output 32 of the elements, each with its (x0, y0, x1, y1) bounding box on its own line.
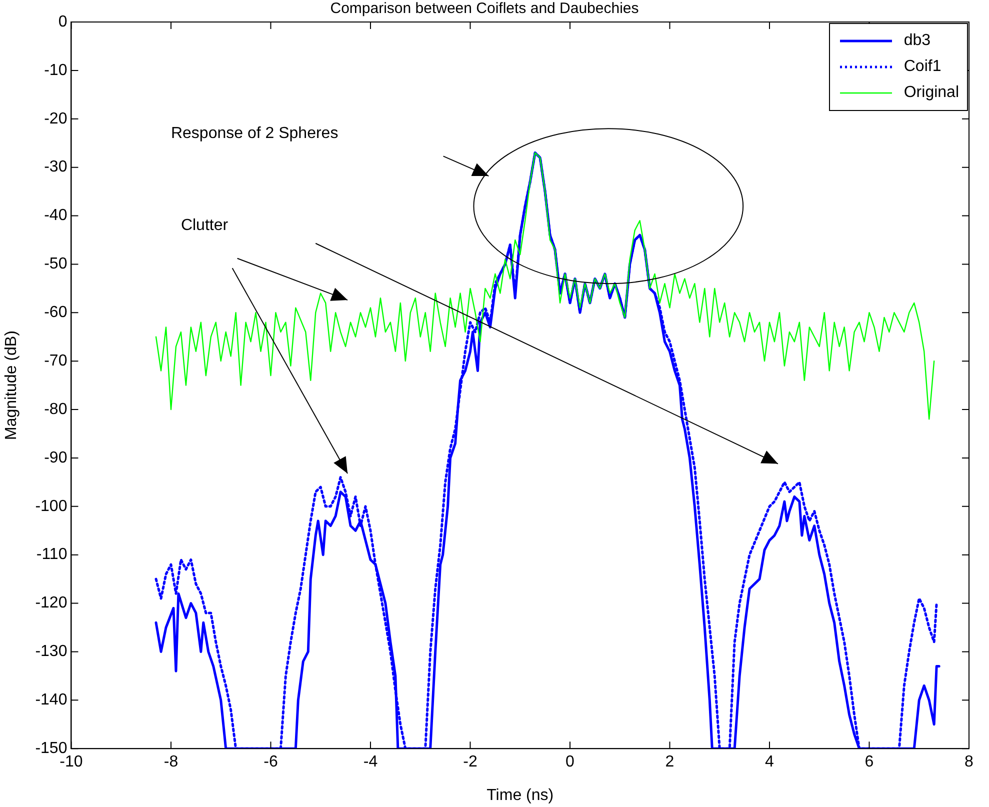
x-tick-label: 2 (665, 754, 674, 771)
y-tick-label: 0 (58, 13, 68, 30)
legend-label: db3 (904, 32, 931, 50)
y-tick-label: -90 (44, 449, 68, 466)
y-tick-label: -20 (44, 110, 68, 128)
annotation: Response of 2 Spheres (170, 124, 338, 142)
x-tick-label: -2 (463, 754, 478, 771)
y-tick-label: -60 (44, 304, 68, 322)
legend-label: Coif1 (904, 58, 942, 76)
x-axis-title: Time (ns) (486, 786, 554, 804)
x-tick-label: -8 (164, 754, 178, 771)
annotation: Clutter (180, 216, 229, 234)
y-tick-label: -30 (44, 158, 68, 176)
x-tick-label: 0 (566, 754, 575, 771)
y-tick-label: -130 (35, 643, 68, 660)
x-tick-label: -4 (363, 754, 378, 771)
y-tick-label: -120 (35, 594, 68, 612)
y-tick-label: -40 (44, 207, 68, 224)
x-tick-label: 8 (964, 754, 974, 771)
y-tick-label: -50 (44, 256, 68, 273)
legend-label: Original (904, 84, 959, 102)
y-tick-label: -110 (36, 546, 68, 564)
y-axis-title: Magnitude (dB) (3, 330, 20, 440)
x-tick-label: 4 (765, 754, 774, 771)
y-tick-label: -140 (35, 692, 68, 709)
y-tick-label: -80 (44, 400, 68, 418)
x-tick-label: -6 (264, 754, 278, 771)
y-tick-label: -10 (44, 62, 68, 79)
chart-title: Comparison between Coiflets and Daubechies (330, 0, 639, 18)
x-tick-label: 6 (864, 754, 874, 771)
y-tick-label: -70 (44, 352, 68, 370)
y-tick-label: -100 (35, 498, 68, 515)
